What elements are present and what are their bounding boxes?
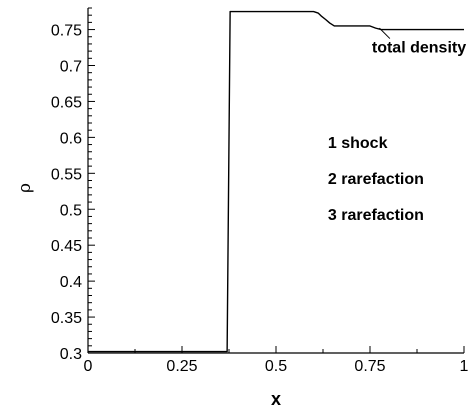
y-tick-label: 0.5 [60,202,82,219]
y-tick-label: 0.55 [51,166,82,183]
x-tick-label: 1 [460,358,469,375]
ticks: 0 0.25 0.5 0.75 1 0.3 0.35 0.4 0.45 0.5 0.55 0.6 0.6… [51,7,469,375]
density-series-line [88,10,464,353]
y-tick-label: 0.45 [51,238,82,255]
y-tick-label: 0.75 [51,23,82,40]
series-layer [88,10,464,353]
annotation-label: 1 shock [328,135,388,152]
y-tick-label: 0.7 [60,59,82,76]
y-tick-label: 0.3 [60,346,82,363]
x-tick-label: 0.75 [354,358,385,375]
annotations: total density 1 shock 2 rarefaction 3 raref… [328,27,466,224]
x-tick-label: 0 [84,358,93,375]
x-tick-label: 0.25 [166,358,197,375]
annotation-label: 3 rarefaction [328,207,424,224]
x-tick-label: 0.5 [265,358,287,375]
y-tick-label: 0.4 [60,274,82,291]
x-axis-label: x [271,389,281,408]
y-tick-label: 0.65 [51,94,82,111]
annotation-label: 2 rarefaction [328,171,424,188]
y-tick-label: 0.35 [51,310,82,327]
annotation-pointer [379,27,391,39]
y-axis-label: ρ [15,183,35,193]
y-tick-label: 0.6 [60,130,82,147]
annotation-label: total density [372,40,466,57]
